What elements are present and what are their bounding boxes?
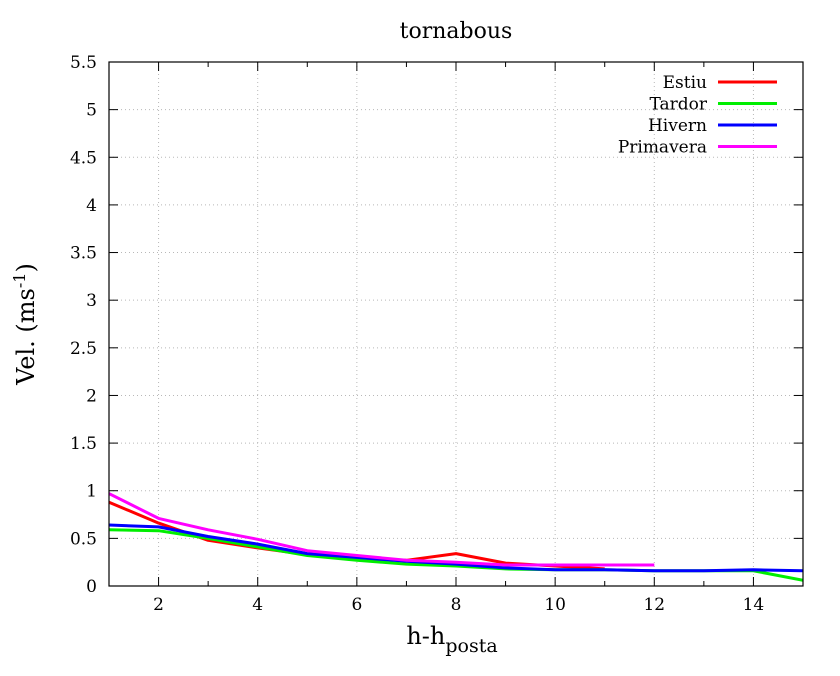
y-tick-label: 2 [86,386,97,406]
chart-title: tornabous [400,19,513,44]
y-tick-label: 5.5 [70,53,97,73]
y-tick-label: 3.5 [70,244,97,264]
x-tick-label: 6 [351,595,362,615]
legend-label-tardor: Tardor [649,95,707,115]
x-tick-label: 14 [743,595,765,615]
x-tick-label: 2 [153,595,164,615]
legend-label-hivern: Hivern [648,116,707,136]
x-axis-label-subscript: posta [445,635,497,657]
x-axis-label: h-hposta [406,622,497,657]
y-tick-label: 1 [86,482,97,502]
x-tick-label: 12 [643,595,665,615]
y-axis-label: Vel. (ms-1) [10,263,40,386]
x-axis: 2 4 6 8 10 12 14 [108,62,804,615]
series-line-hivern [109,523,803,573]
y-axis-label-suffix: ) [12,263,40,272]
y-tick-label: 2.5 [70,339,97,359]
legend-label-estiu: Estiu [663,73,707,93]
series-group [109,492,803,582]
y-axis-label-superscript: -1 [10,273,29,289]
y-tick-label: 4 [86,196,97,216]
y-tick-label: 3 [86,291,97,311]
series-line-primavera [109,492,655,567]
x-tick-label: 4 [252,595,263,615]
y-tick-label: 1.5 [70,434,97,454]
x-tick-label: 8 [451,595,462,615]
y-tick-label: 0.5 [70,529,97,549]
y-tick-label: 0 [86,577,97,597]
x-axis-label-base: h-h [406,622,445,650]
y-axis: 0 0.5 1 1.5 2 2.5 3 3.5 4 4.5 5 5.5 [70,53,803,597]
y-tick-label: 5 [86,101,97,121]
y-tick-label: 4.5 [70,148,97,168]
y-axis-label-base: Vel. (ms [12,288,40,386]
x-tick-label: 10 [544,595,566,615]
grid [109,62,803,586]
legend-label-primavera: Primavera [618,138,707,158]
